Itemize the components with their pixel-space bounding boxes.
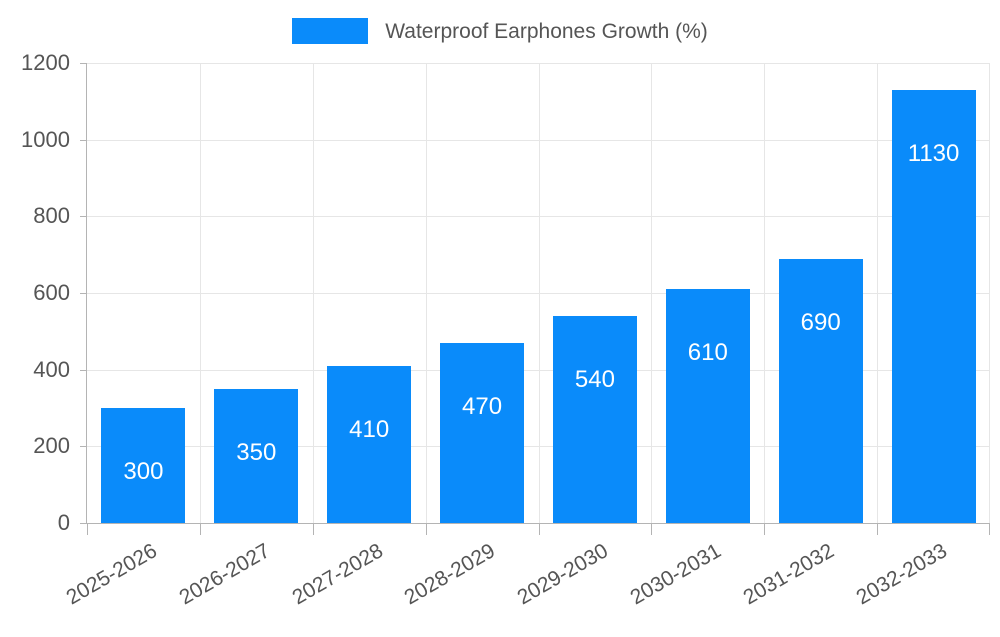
x-tick-mark-4: [538, 523, 540, 535]
y-axis-labels: 0 200 400 600 800 1000 1200: [0, 52, 70, 534]
x-tick-label-2029-2030: 2029-2030: [513, 539, 612, 610]
gridline-x-4: [538, 63, 540, 523]
gridline-x-6: [764, 63, 766, 523]
y-tick-label-400: 400: [33, 356, 70, 382]
gridline-x-1: [199, 63, 201, 523]
bar-2027-2028[interactable]: 410: [327, 365, 412, 523]
x-tick-mark-3: [425, 523, 427, 535]
x-tick-label-2026-2027: 2026-2027: [175, 539, 274, 610]
x-tick-label-2032-2033: 2032-2033: [852, 539, 951, 610]
x-tick-mark-8: [989, 523, 990, 535]
y-tick-mark-400: [80, 369, 87, 371]
y-tick-mark-200: [80, 446, 87, 448]
bar-value-label: 300: [123, 458, 164, 485]
bar-value-label: 1130: [907, 139, 960, 167]
y-tick-label-1000: 1000: [21, 126, 70, 152]
legend-item-waterproof-earphones-growth[interactable]: Waterproof Earphones Growth (%): [292, 18, 708, 44]
color-swatch-icon: [292, 18, 369, 44]
x-axis-line: [86, 523, 990, 524]
bar-value-label: 540: [574, 366, 615, 393]
bar-value-label: 470: [462, 392, 503, 420]
x-tick-mark-2: [312, 523, 314, 535]
x-tick-label-2031-2032: 2031-2032: [739, 539, 838, 610]
y-tick-label-1200: 1200: [21, 50, 70, 75]
y-tick-mark-0: [80, 523, 87, 524]
bar-2028-2029[interactable]: 470: [440, 342, 525, 523]
bar-chart: Waterproof Earphones Growth (%) 0 200 40…: [0, 12, 1000, 610]
y-tick-mark-1200: [80, 63, 87, 64]
gridline-x-3: [425, 63, 427, 523]
y-tick-mark-600: [80, 293, 87, 294]
y-tick-mark-1000: [80, 139, 87, 141]
bar-value-label: 610: [687, 339, 728, 367]
bar-value-label: 690: [800, 308, 841, 336]
bar-2030-2031[interactable]: 610: [665, 289, 750, 523]
x-tick-label-2025-2026: 2025-2026: [62, 539, 162, 610]
bar-value-label: 410: [349, 415, 390, 443]
y-tick-label-600: 600: [33, 280, 70, 305]
gridline-x-2: [312, 63, 314, 523]
bar-2025-2026[interactable]: 300: [101, 408, 186, 523]
x-tick-mark-7: [877, 523, 879, 535]
x-tick-mark-1: [199, 523, 201, 535]
x-tick-mark-6: [764, 523, 766, 535]
x-tick-label-2028-2029: 2028-2029: [400, 539, 499, 610]
chart-legend: Waterproof Earphones Growth (%): [0, 12, 1000, 50]
bar-2032-2033[interactable]: 1130: [891, 89, 976, 523]
gridline-x-5: [651, 63, 653, 523]
bar-2026-2027[interactable]: 350: [214, 388, 299, 523]
bar-value-label: 350: [236, 438, 277, 466]
plot-area: 300 350 410 470 540 610 690 1130: [80, 63, 990, 535]
gridline-x-7: [877, 63, 879, 523]
bar-2029-2030[interactable]: 540: [552, 316, 637, 523]
gridline-x-8: [989, 63, 990, 523]
x-tick-mark-5: [651, 523, 653, 535]
legend-label: Waterproof Earphones Growth (%): [385, 19, 708, 43]
x-tick-label-2030-2031: 2030-2031: [626, 539, 725, 610]
bar-2031-2032[interactable]: 690: [778, 258, 863, 523]
y-tick-label-0: 0: [57, 510, 70, 535]
x-tick-label-2027-2028: 2027-2028: [288, 539, 387, 610]
y-tick-label-200: 200: [33, 433, 70, 459]
y-tick-label-800: 800: [33, 203, 70, 229]
x-tick-mark-0: [87, 523, 88, 535]
y-tick-mark-800: [80, 216, 87, 218]
